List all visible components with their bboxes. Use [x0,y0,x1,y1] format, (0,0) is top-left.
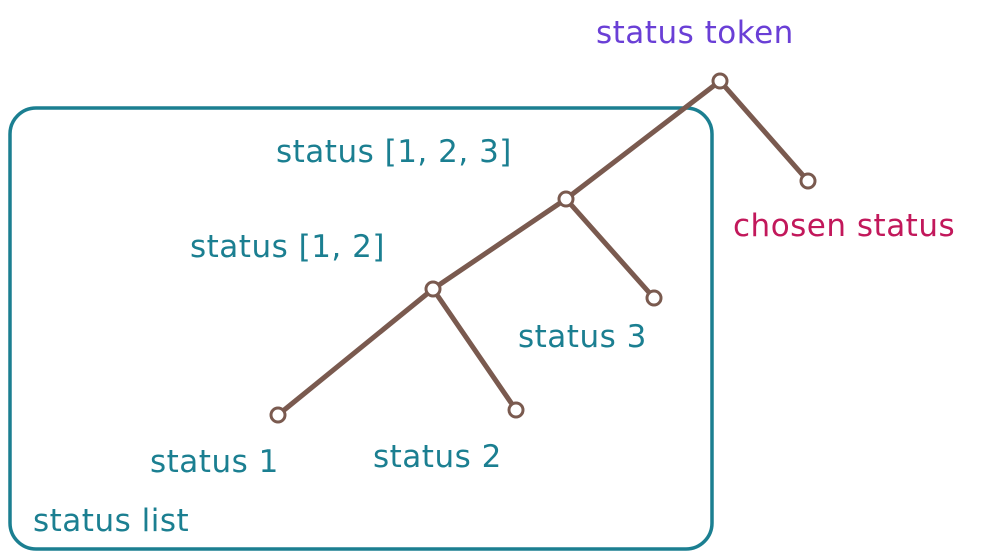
edge-12-to-1 [275,286,436,418]
label-status-3: status 3 [518,319,647,355]
edge-token-to-list [563,78,723,202]
label-chosen-status: chosen status [733,208,955,244]
label-status-list: status list [33,503,189,539]
node-status-1 [269,406,287,424]
label-status-token: status token [596,15,794,51]
node-status-3 [645,289,663,307]
node-status-2 [507,401,525,419]
edge-123-to-12 [430,196,569,292]
node-status-token [711,72,729,90]
tree-nodes [269,72,817,424]
node-chosen-status [799,172,817,190]
label-status-12: status [1, 2] [190,229,385,265]
label-status-123: status [1, 2, 3] [276,134,512,170]
tree-edges [275,78,811,418]
edge-123-to-3 [563,196,657,301]
node-status-123 [557,190,575,208]
node-status-12 [424,280,442,298]
status-list-box [8,106,714,551]
label-status-2: status 2 [373,439,502,475]
label-status-1: status 1 [150,444,279,480]
edge-12-to-2 [430,286,519,413]
edge-token-to-chosen [717,78,811,184]
